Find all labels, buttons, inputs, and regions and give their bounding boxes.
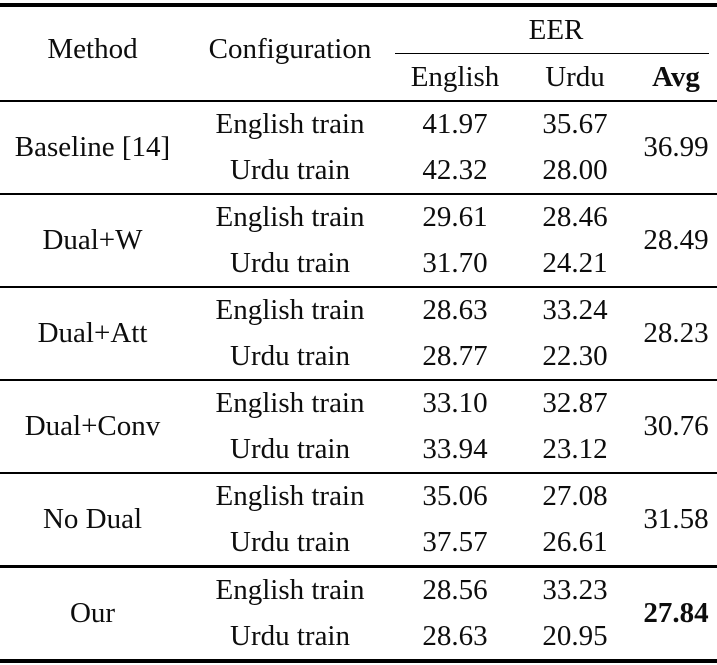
group-separator-rule <box>0 193 717 195</box>
config-cell: Urdu train <box>230 432 350 465</box>
eer-avg-value: 36.99 <box>643 131 709 163</box>
table-group-our: Our English train 28.56 33.23 Urdu train… <box>0 568 717 659</box>
eer-avg-value: 30.76 <box>643 410 709 442</box>
eer-urdu-value: 28.00 <box>542 153 608 186</box>
eer-subheader-row: English Urdu Avg <box>395 54 717 100</box>
table-header: Method Configuration EER English Urdu Av… <box>0 7 717 100</box>
eer-urdu-value: 33.23 <box>542 574 608 607</box>
method-cell: Baseline [14] <box>14 131 171 163</box>
eer-avg-value: 28.49 <box>643 224 709 256</box>
config-cell: Urdu train <box>230 619 350 652</box>
eer-english-value: 28.56 <box>422 574 488 607</box>
eer-urdu-value: 35.67 <box>542 108 608 141</box>
config-cell: English train <box>215 480 365 513</box>
eer-english-value: 31.70 <box>422 246 488 279</box>
eer-avg-value: 31.58 <box>643 503 709 535</box>
config-cell: Urdu train <box>230 525 350 558</box>
eer-urdu-value: 22.30 <box>542 339 608 372</box>
eer-english-value: 33.10 <box>422 387 488 420</box>
method-cell: Dual+Att <box>37 317 148 349</box>
table-group-dual-conv: Dual+Conv English train 33.10 32.87 Urdu… <box>0 381 717 472</box>
config-cell: Urdu train <box>230 339 350 372</box>
method-cell: Dual+W <box>42 224 143 256</box>
eer-english-value: 28.63 <box>422 619 488 652</box>
table-bottom-rule <box>0 659 717 663</box>
group-separator-rule <box>0 472 717 474</box>
config-cell: Urdu train <box>230 246 350 279</box>
eer-english-value: 28.63 <box>422 294 488 327</box>
eer-urdu-value: 33.24 <box>542 294 608 327</box>
table-group-dual-att: Dual+Att English train 28.63 33.24 Urdu … <box>0 288 717 379</box>
eer-urdu-value: 24.21 <box>542 246 608 279</box>
group-separator-rule-heavy <box>0 565 717 568</box>
method-cell: Dual+Conv <box>24 410 161 442</box>
config-cell: English train <box>215 294 365 327</box>
eer-avg-value: 28.23 <box>643 317 709 349</box>
method-cell: Our <box>69 597 116 629</box>
table-group-no-dual: No Dual English train 35.06 27.08 Urdu t… <box>0 474 717 565</box>
column-header-english: English <box>410 60 500 93</box>
config-cell: English train <box>215 108 365 141</box>
column-header-configuration: Configuration <box>208 33 372 65</box>
eer-english-value: 28.77 <box>422 339 488 372</box>
config-cell: English train <box>215 387 365 420</box>
eer-urdu-value: 20.95 <box>542 619 608 652</box>
column-header-avg: Avg <box>652 60 700 93</box>
table-group-dual-w: Dual+W English train 29.61 28.46 Urdu tr… <box>0 195 717 286</box>
config-cell: Urdu train <box>230 153 350 186</box>
eer-english-value: 42.32 <box>422 153 488 186</box>
table-group-baseline: Baseline [14] English train 41.97 35.67 … <box>0 102 717 193</box>
eer-urdu-value: 28.46 <box>542 201 608 234</box>
eer-avg-value-best: 27.84 <box>643 597 709 629</box>
column-header-urdu: Urdu <box>545 60 605 93</box>
group-separator-rule <box>0 379 717 381</box>
method-cell: No Dual <box>42 503 143 535</box>
eer-cmidrule <box>395 53 709 54</box>
group-separator-rule <box>0 286 717 288</box>
eer-urdu-value: 32.87 <box>542 387 608 420</box>
eer-urdu-value: 23.12 <box>542 432 608 465</box>
column-header-eer: EER <box>528 13 584 46</box>
eer-english-value: 35.06 <box>422 480 488 513</box>
eer-header-group: EER English Urdu Avg <box>395 7 717 100</box>
column-header-method: Method <box>47 33 138 65</box>
eer-english-value: 41.97 <box>422 108 488 141</box>
config-cell: English train <box>215 201 365 234</box>
eer-english-value: 33.94 <box>422 432 488 465</box>
eer-urdu-value: 26.61 <box>542 525 608 558</box>
config-cell: English train <box>215 574 365 607</box>
eer-english-value: 37.57 <box>422 525 488 558</box>
eer-english-value: 29.61 <box>422 201 488 234</box>
header-bottom-rule <box>0 100 717 102</box>
eer-urdu-value: 27.08 <box>542 480 608 513</box>
table-top-rule <box>0 3 717 7</box>
